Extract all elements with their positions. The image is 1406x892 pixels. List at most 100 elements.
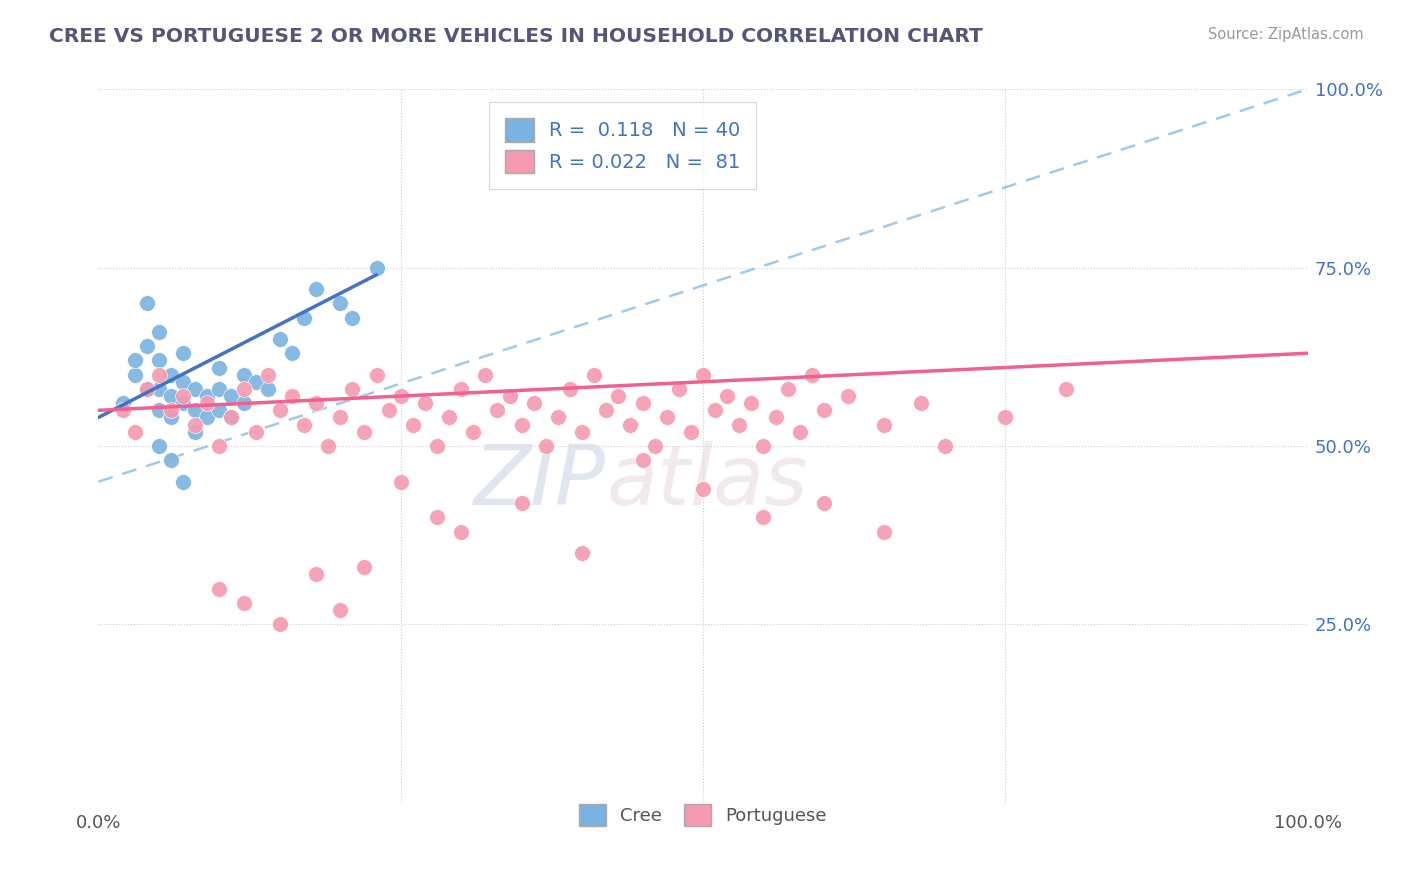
Text: atlas: atlas bbox=[606, 442, 808, 522]
Point bbox=[124, 368, 146, 382]
Point bbox=[776, 382, 799, 396]
Point bbox=[353, 560, 375, 574]
Point bbox=[232, 382, 254, 396]
Point bbox=[450, 524, 472, 539]
Point bbox=[329, 296, 352, 310]
Point bbox=[558, 382, 581, 396]
Point bbox=[752, 439, 775, 453]
Point bbox=[148, 368, 170, 382]
Point bbox=[160, 453, 183, 467]
Point bbox=[679, 425, 702, 439]
Point bbox=[245, 425, 267, 439]
Point bbox=[208, 360, 231, 375]
Text: Source: ZipAtlas.com: Source: ZipAtlas.com bbox=[1208, 27, 1364, 42]
Point bbox=[547, 410, 569, 425]
Point bbox=[135, 296, 157, 310]
Point bbox=[269, 332, 291, 346]
Point bbox=[873, 417, 896, 432]
Point bbox=[148, 353, 170, 368]
Point bbox=[184, 382, 207, 396]
Point bbox=[837, 389, 859, 403]
Point bbox=[692, 368, 714, 382]
Text: CREE VS PORTUGUESE 2 OR MORE VEHICLES IN HOUSEHOLD CORRELATION CHART: CREE VS PORTUGUESE 2 OR MORE VEHICLES IN… bbox=[49, 27, 983, 45]
Point bbox=[366, 368, 388, 382]
Point bbox=[631, 396, 654, 410]
Point bbox=[281, 346, 304, 360]
Point bbox=[716, 389, 738, 403]
Point bbox=[668, 382, 690, 396]
Point bbox=[342, 382, 364, 396]
Point bbox=[631, 453, 654, 467]
Point bbox=[208, 582, 231, 596]
Point bbox=[160, 389, 183, 403]
Point bbox=[292, 310, 315, 325]
Point bbox=[619, 417, 641, 432]
Point bbox=[389, 475, 412, 489]
Point bbox=[281, 389, 304, 403]
Point bbox=[498, 389, 520, 403]
Point bbox=[160, 368, 183, 382]
Point bbox=[342, 310, 364, 325]
Point bbox=[195, 396, 218, 410]
Point bbox=[135, 382, 157, 396]
Point bbox=[148, 382, 170, 396]
Point bbox=[450, 382, 472, 396]
Point bbox=[534, 439, 557, 453]
Point bbox=[873, 524, 896, 539]
Point bbox=[111, 396, 134, 410]
Point bbox=[292, 417, 315, 432]
Point bbox=[232, 368, 254, 382]
Point bbox=[232, 596, 254, 610]
Point bbox=[172, 475, 194, 489]
Point bbox=[571, 546, 593, 560]
Point bbox=[305, 282, 328, 296]
Point bbox=[765, 410, 787, 425]
Point bbox=[728, 417, 751, 432]
Point bbox=[184, 425, 207, 439]
Point bbox=[329, 603, 352, 617]
Point bbox=[160, 410, 183, 425]
Point bbox=[269, 403, 291, 417]
Point bbox=[510, 496, 533, 510]
Point bbox=[221, 389, 243, 403]
Point bbox=[994, 410, 1017, 425]
Point bbox=[124, 425, 146, 439]
Point bbox=[269, 617, 291, 632]
Point bbox=[195, 389, 218, 403]
Point bbox=[655, 410, 678, 425]
Point bbox=[160, 403, 183, 417]
Point bbox=[305, 567, 328, 582]
Point bbox=[377, 403, 399, 417]
Point bbox=[221, 410, 243, 425]
Point bbox=[910, 396, 932, 410]
Point bbox=[172, 346, 194, 360]
Point bbox=[353, 425, 375, 439]
Point bbox=[789, 425, 811, 439]
Point bbox=[523, 396, 546, 410]
Point bbox=[800, 368, 823, 382]
Point bbox=[111, 403, 134, 417]
Legend: Cree, Portuguese: Cree, Portuguese bbox=[572, 797, 834, 833]
Point bbox=[172, 389, 194, 403]
Point bbox=[124, 353, 146, 368]
Point bbox=[571, 425, 593, 439]
Point bbox=[644, 439, 666, 453]
Point bbox=[366, 260, 388, 275]
Point bbox=[437, 410, 460, 425]
Point bbox=[316, 439, 339, 453]
Point bbox=[245, 375, 267, 389]
Point bbox=[135, 382, 157, 396]
Point bbox=[329, 410, 352, 425]
Point bbox=[813, 403, 835, 417]
Text: ZIP: ZIP bbox=[474, 442, 606, 522]
Point bbox=[426, 510, 449, 524]
Point bbox=[256, 382, 278, 396]
Point bbox=[813, 496, 835, 510]
Point bbox=[208, 403, 231, 417]
Point bbox=[595, 403, 617, 417]
Point bbox=[752, 510, 775, 524]
Point bbox=[135, 339, 157, 353]
Point bbox=[208, 382, 231, 396]
Point bbox=[389, 389, 412, 403]
Point bbox=[583, 368, 606, 382]
